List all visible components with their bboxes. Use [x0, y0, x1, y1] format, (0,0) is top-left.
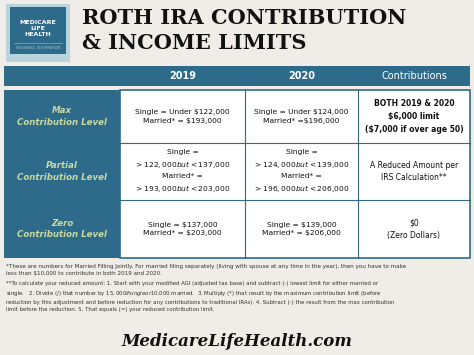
Text: MEDICARE
LIFE
HEALTH: MEDICARE LIFE HEALTH — [19, 20, 56, 37]
Text: $0
(Zero Dollars): $0 (Zero Dollars) — [388, 218, 440, 240]
Text: *These are numbers for Married Filling Jointly. For married filing separately (l: *These are numbers for Married Filling J… — [6, 264, 406, 276]
FancyBboxPatch shape — [4, 90, 120, 258]
FancyBboxPatch shape — [120, 90, 470, 258]
Text: Zero
Contribution Level: Zero Contribution Level — [17, 219, 107, 239]
Text: Contributions: Contributions — [381, 71, 447, 81]
Text: 2019: 2019 — [169, 71, 196, 81]
FancyBboxPatch shape — [6, 4, 70, 62]
Text: INSURANCE  INFORMATION: INSURANCE INFORMATION — [16, 46, 60, 50]
Text: Single =
> $122,000 but < $137,000
Married* =
> $193,000 but < $203,000: Single = > $122,000 but < $137,000 Marri… — [135, 149, 230, 194]
FancyBboxPatch shape — [4, 66, 470, 86]
Text: BOTH 2019 & 2020
$6,000 limit
($7,000 if over age 50): BOTH 2019 & 2020 $6,000 limit ($7,000 if… — [365, 99, 463, 134]
Text: & INCOME LIMITS: & INCOME LIMITS — [82, 33, 307, 53]
Text: ROTH IRA CONTRIBUTION: ROTH IRA CONTRIBUTION — [82, 8, 406, 28]
Text: Single = Under $122,000
Married* = $193,000: Single = Under $122,000 Married* = $193,… — [135, 109, 230, 124]
Text: Single = Under $124,000
Married* =$196,000: Single = Under $124,000 Married* =$196,0… — [254, 109, 349, 124]
Text: MedicareLifeHealth.com: MedicareLifeHealth.com — [121, 333, 353, 350]
Text: Single = $139,000
Married* = $206,000: Single = $139,000 Married* = $206,000 — [262, 222, 341, 236]
Text: **To calculate your reduced amount: 1. Start with your modified AGI (adjusted ta: **To calculate your reduced amount: 1. S… — [6, 281, 394, 312]
Text: 2020: 2020 — [288, 71, 315, 81]
Text: A Reduced Amount per
IRS Calculation**: A Reduced Amount per IRS Calculation** — [370, 160, 458, 182]
FancyBboxPatch shape — [10, 7, 66, 54]
Text: Single = $137,000
Married* = $203,000: Single = $137,000 Married* = $203,000 — [143, 222, 222, 236]
Text: Single =
> $124,000 but < $139,000
Married* =
> $196,000 but < $206,000: Single = > $124,000 but < $139,000 Marri… — [254, 149, 349, 194]
Text: Partial
Contribution Level: Partial Contribution Level — [17, 161, 107, 182]
Text: Max
Contribution Level: Max Contribution Level — [17, 106, 107, 127]
